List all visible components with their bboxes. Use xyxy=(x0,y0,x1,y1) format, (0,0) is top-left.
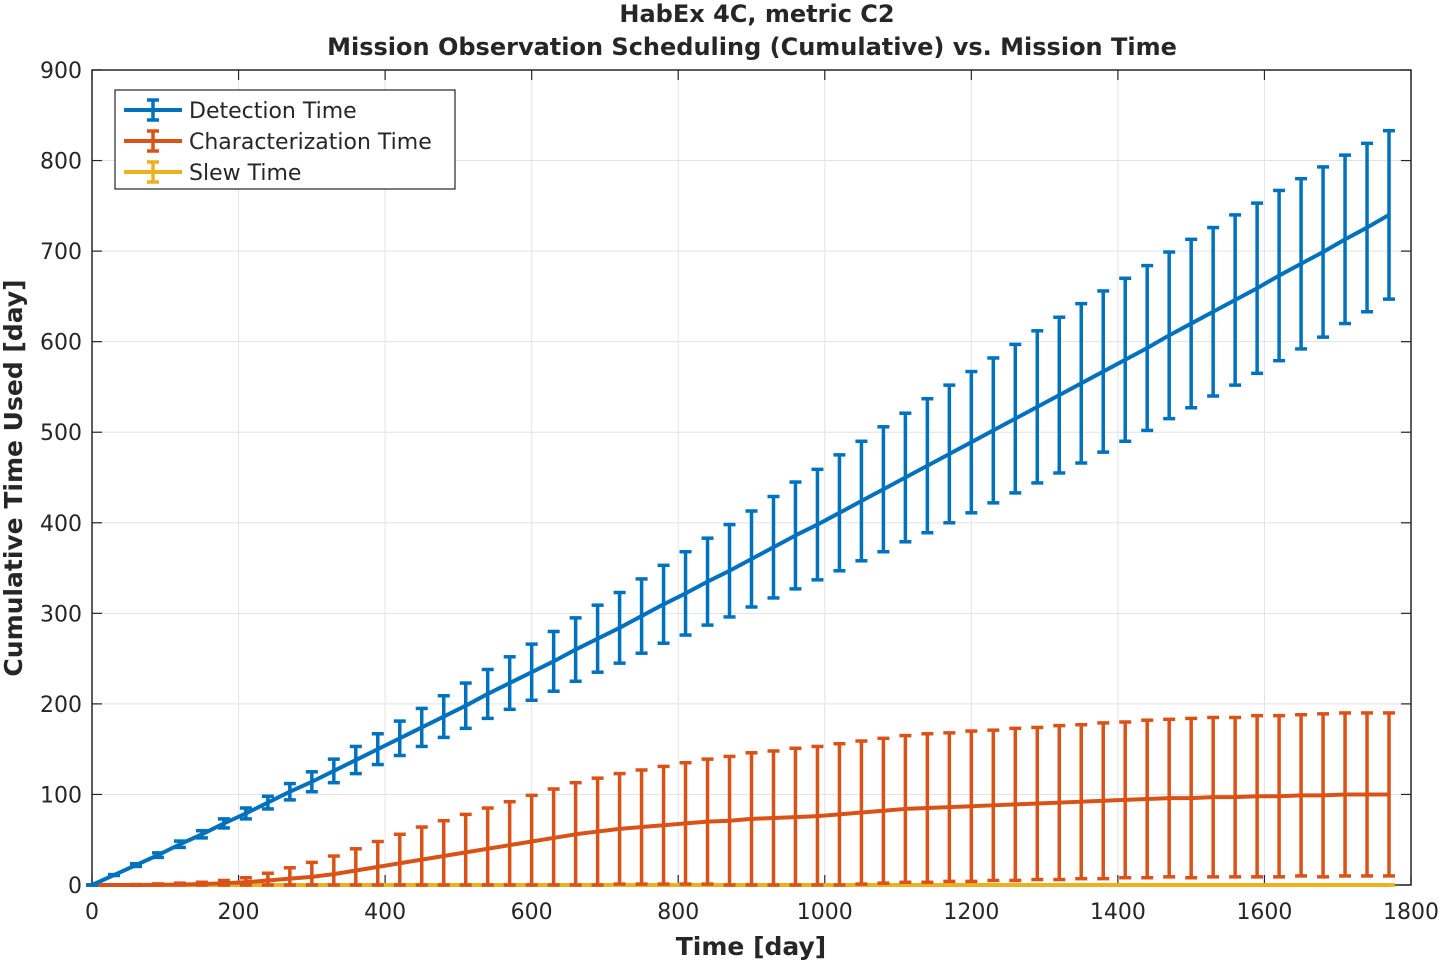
y-tick-label: 200 xyxy=(40,693,82,718)
y-axis-label: Cumulative Time Used [day] xyxy=(0,279,28,676)
x-tick-label: 1800 xyxy=(1383,900,1439,925)
y-tick-label: 300 xyxy=(40,602,82,627)
series-line xyxy=(91,213,1391,887)
legend: Detection Time Characterization Time Slew … xyxy=(114,89,456,190)
legend-label: Slew Time xyxy=(189,161,301,186)
y-tick-label: 700 xyxy=(40,240,82,265)
y-tick-label: 900 xyxy=(40,59,82,84)
y-tick-label: 500 xyxy=(40,421,82,446)
chart-subtitle: Mission Observation Scheduling (Cumulati… xyxy=(327,33,1177,61)
series-detection-time xyxy=(86,128,1396,887)
legend-label: Detection Time xyxy=(189,99,357,124)
x-tick-label: 1000 xyxy=(797,900,853,925)
x-tick-label: 1400 xyxy=(1090,900,1146,925)
legend-label: Characterization Time xyxy=(189,130,432,155)
x-tick-label: 800 xyxy=(657,900,699,925)
y-tick-label: 800 xyxy=(40,150,82,175)
series-characterization-time xyxy=(86,711,1396,887)
x-tick-label: 1600 xyxy=(1236,900,1292,925)
x-tick-label: 0 xyxy=(85,900,99,925)
x-tick-label: 1200 xyxy=(943,900,999,925)
y-tick-label: 400 xyxy=(40,512,82,537)
series-line xyxy=(92,792,1390,887)
axis-ticks: 0 200 400 600 800 1000 1200 1400 1600 1800 0 100 200… xyxy=(40,59,1439,925)
x-tick-label: 600 xyxy=(511,900,553,925)
x-tick-label: 400 xyxy=(364,900,406,925)
x-axis-label: Time [day] xyxy=(676,932,826,961)
y-tick-label: 600 xyxy=(40,331,82,356)
series-layer xyxy=(86,128,1396,887)
x-tick-label: 200 xyxy=(218,900,260,925)
y-tick-label: 0 xyxy=(68,874,82,899)
chart-title: HabEx 4C, metric C2 xyxy=(619,0,894,28)
y-tick-label: 100 xyxy=(40,783,82,808)
